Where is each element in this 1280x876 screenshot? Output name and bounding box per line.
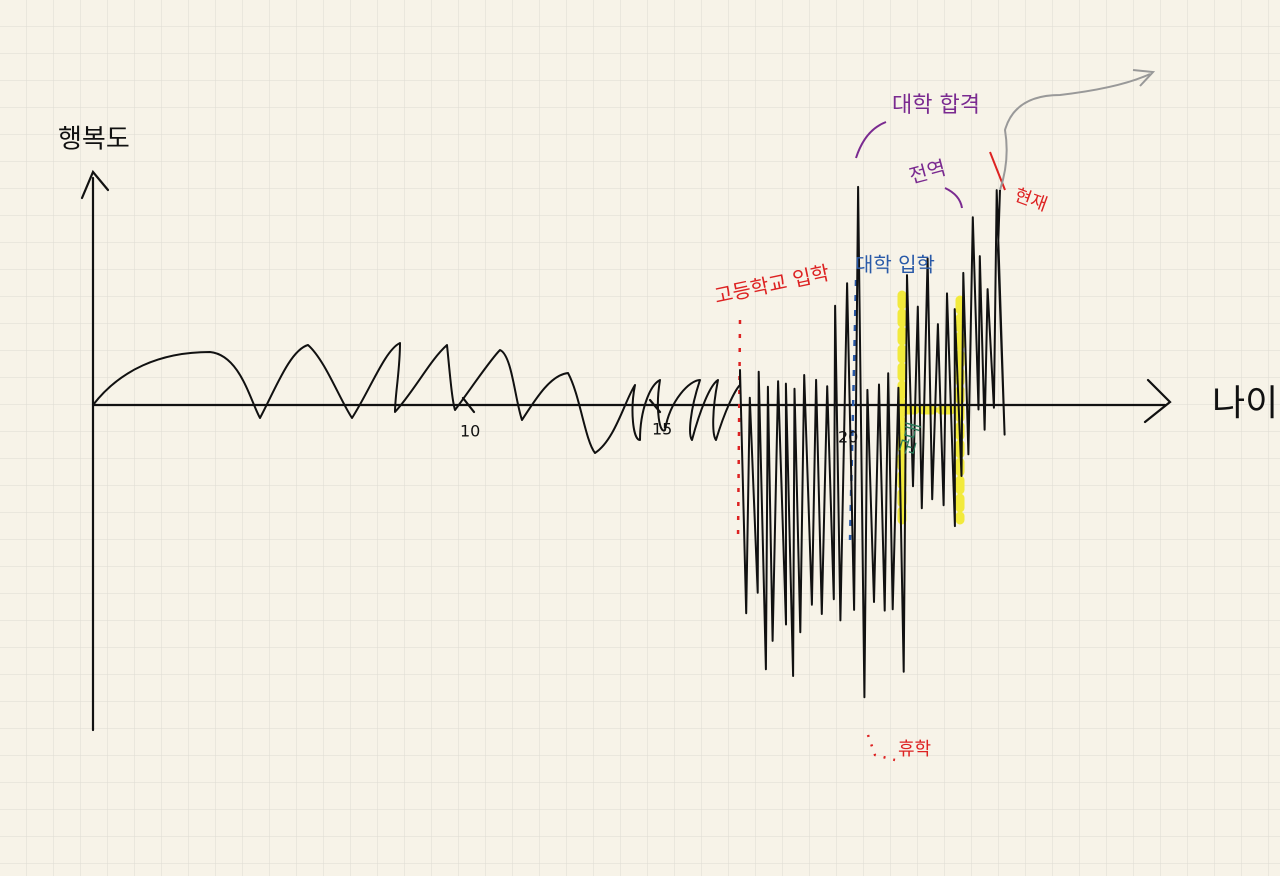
x-tick-label: 20 — [838, 428, 858, 447]
guide-high-school — [736, 319, 742, 541]
guide-leave — [866, 734, 896, 762]
x-tick-label: 10 — [460, 422, 480, 441]
x-tick-label: 15 — [652, 420, 672, 439]
happiness-curve-dense — [739, 185, 1006, 699]
callout-admit — [855, 121, 887, 159]
y-axis-label: 행복도 — [58, 125, 130, 155]
callout-discharge — [944, 187, 963, 209]
happiness-curve — [92, 342, 741, 454]
labels: 행복도 나이 10 15 20 — [58, 125, 1278, 447]
annotation-leave: 휴학 — [898, 739, 931, 760]
annotation-univ-admit: 대학 합격 — [892, 93, 980, 118]
annotation-univ-entry: 대학 입학 — [855, 253, 935, 277]
axes — [80, 169, 1172, 732]
future-arrow — [999, 69, 1156, 191]
x-axis-label: 나이 — [1212, 383, 1278, 424]
